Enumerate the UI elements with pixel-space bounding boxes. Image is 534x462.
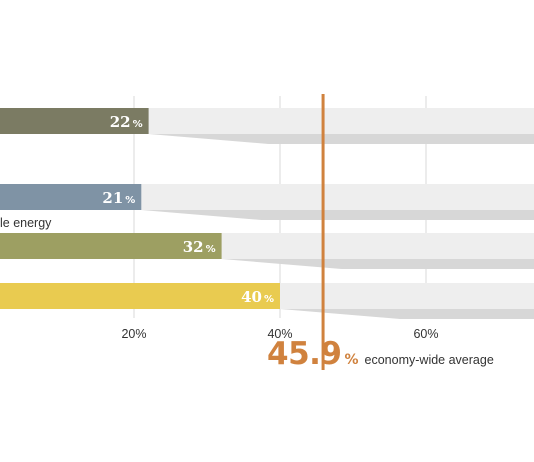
bar-value-unit: % <box>264 294 274 305</box>
bar <box>0 283 280 309</box>
average-annotation: 45.9% economy-wide average <box>267 336 494 372</box>
bars: 22 %21 %32 %40% <box>0 108 534 319</box>
x-tick-label: 60% <box>413 327 438 341</box>
bar-value-unit: % <box>125 195 135 206</box>
bar <box>0 184 142 210</box>
category-label-partial: le energy <box>0 216 52 230</box>
bar-value-unit: % <box>206 244 216 255</box>
x-tick-label: 20% <box>121 327 146 341</box>
average-label: economy-wide average <box>364 353 494 367</box>
bar-value-label: 32 <box>183 238 204 256</box>
bar-shadow <box>221 259 534 269</box>
bar-shadow <box>280 309 534 319</box>
bar-value-label: 40 <box>241 288 262 306</box>
bar <box>0 233 222 259</box>
bar-value-unit: % <box>133 119 143 130</box>
bar-value-label: 22 <box>110 113 131 131</box>
bar-shadow <box>141 210 534 220</box>
bar <box>0 108 149 134</box>
x-tick-label: 40% <box>267 327 292 341</box>
x-axis-ticks: 20%40%60%80% <box>121 327 438 341</box>
average-unit: % <box>344 352 359 368</box>
bar-shadow <box>148 134 534 144</box>
average-value: 45.9 <box>267 336 342 372</box>
bar-value-label: 21 <box>102 189 123 207</box>
